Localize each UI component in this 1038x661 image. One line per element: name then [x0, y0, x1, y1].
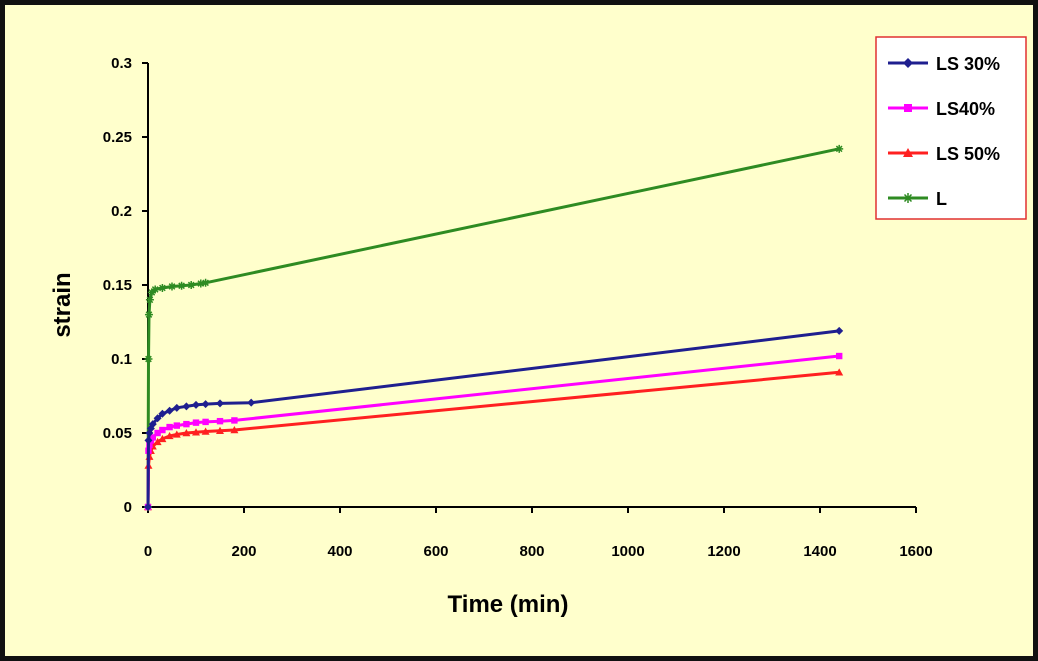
data-point-ls-50 [158, 434, 167, 443]
legend-item-ls40: LS40% [888, 99, 995, 119]
x-tick-label: 1000 [611, 543, 644, 560]
series-line-ls40 [146, 354, 840, 508]
data-point-l [144, 355, 153, 363]
data-point-l [158, 283, 167, 292]
data-point-ls-30 [148, 420, 157, 429]
data-point-ls40 [202, 418, 209, 426]
data-point-ls-30 [835, 326, 844, 335]
data-point-ls-50 [182, 429, 191, 437]
legend-item-l: L [888, 189, 947, 209]
series-l [144, 144, 844, 511]
series-line-l [146, 147, 840, 508]
data-point-ls-50 [201, 427, 210, 435]
data-point-ls-50 [230, 426, 239, 434]
x-tick-label: 400 [327, 543, 352, 560]
y-tick-label: 0.2 [111, 203, 132, 220]
x-tick-label: 1200 [707, 543, 740, 560]
data-point-ls-30 [153, 414, 162, 423]
data-point-l [835, 144, 844, 153]
legend: LS 30% LS40% LS 50% L [875, 36, 1027, 220]
data-point-l [144, 310, 153, 319]
x-tick-label: 800 [519, 543, 544, 560]
data-point-ls-50 [835, 368, 844, 376]
data-point-l [201, 278, 210, 287]
legend-marker [903, 58, 913, 68]
data-point-ls-30 [216, 399, 224, 408]
series-ls-50 [144, 368, 844, 511]
data-point-ls-30 [172, 403, 181, 412]
data-point-ls-30 [158, 409, 167, 418]
data-point-ls40 [216, 417, 224, 425]
y-tick-label: 0 [124, 499, 132, 516]
series-layer [144, 144, 844, 511]
y-tick-label: 0.3 [111, 55, 132, 72]
data-point-l [145, 295, 154, 304]
legend-label: LS 50% [936, 144, 1000, 164]
data-point-ls-30 [192, 400, 200, 409]
legend-item-ls-30: LS 30% [888, 54, 1000, 74]
data-point-ls40 [173, 422, 180, 429]
data-point-ls-30 [182, 402, 191, 411]
series-ls40 [144, 352, 843, 511]
data-point-ls40 [836, 352, 843, 360]
data-point-l [147, 288, 156, 297]
data-point-ls-30 [247, 398, 256, 407]
data-point-l [151, 285, 160, 294]
data-point-ls-30 [165, 406, 174, 415]
data-point-ls-30 [144, 503, 152, 511]
data-point-ls40 [192, 419, 200, 426]
data-point-ls-50 [153, 437, 162, 446]
legend-marker [904, 104, 912, 112]
data-point-l [168, 282, 176, 291]
y-tick-label: 0.1 [111, 351, 132, 368]
data-point-ls-50 [192, 428, 200, 436]
y-axis-title: strain [49, 272, 76, 337]
series-ls-30 [144, 326, 844, 511]
legend-marker [903, 193, 913, 203]
legend-item-ls-50: LS 50% [888, 144, 1000, 164]
data-point-ls-30 [144, 436, 153, 445]
legend-label: LS40% [936, 99, 995, 119]
data-point-ls40 [149, 434, 156, 441]
data-point-ls40 [231, 417, 238, 424]
data-point-l [177, 281, 186, 290]
data-point-ls40 [183, 420, 190, 428]
legend-box [875, 36, 1027, 220]
x-tick-label: 1600 [899, 543, 932, 560]
x-tick-label: 200 [231, 543, 256, 560]
data-point-l [196, 279, 205, 288]
legend-label: LS 30% [936, 54, 1000, 74]
y-tick-label: 0.15 [103, 277, 132, 294]
data-point-ls-50 [165, 431, 174, 440]
x-tick-label: 0 [144, 543, 152, 560]
legend-marker [903, 148, 913, 157]
data-point-ls-30 [201, 400, 210, 409]
data-point-ls40 [166, 423, 173, 431]
data-point-ls-50 [216, 426, 224, 434]
data-point-ls40 [154, 429, 161, 437]
data-point-ls-50 [172, 430, 181, 438]
y-tick-label: 0.25 [103, 129, 132, 146]
x-axis-title: Time (min) [448, 591, 569, 618]
y-tick-label: 0.05 [103, 425, 132, 442]
x-tick-label: 600 [423, 543, 448, 560]
legend-label: L [936, 189, 947, 209]
data-point-l [187, 281, 196, 289]
x-tick-label: 1400 [803, 543, 836, 560]
axes: 0 0.05 0.1 0.15 0.2 0.25 0.3 0 200 400 600 800 1000 1… [103, 55, 933, 560]
data-point-ls40 [159, 426, 166, 434]
